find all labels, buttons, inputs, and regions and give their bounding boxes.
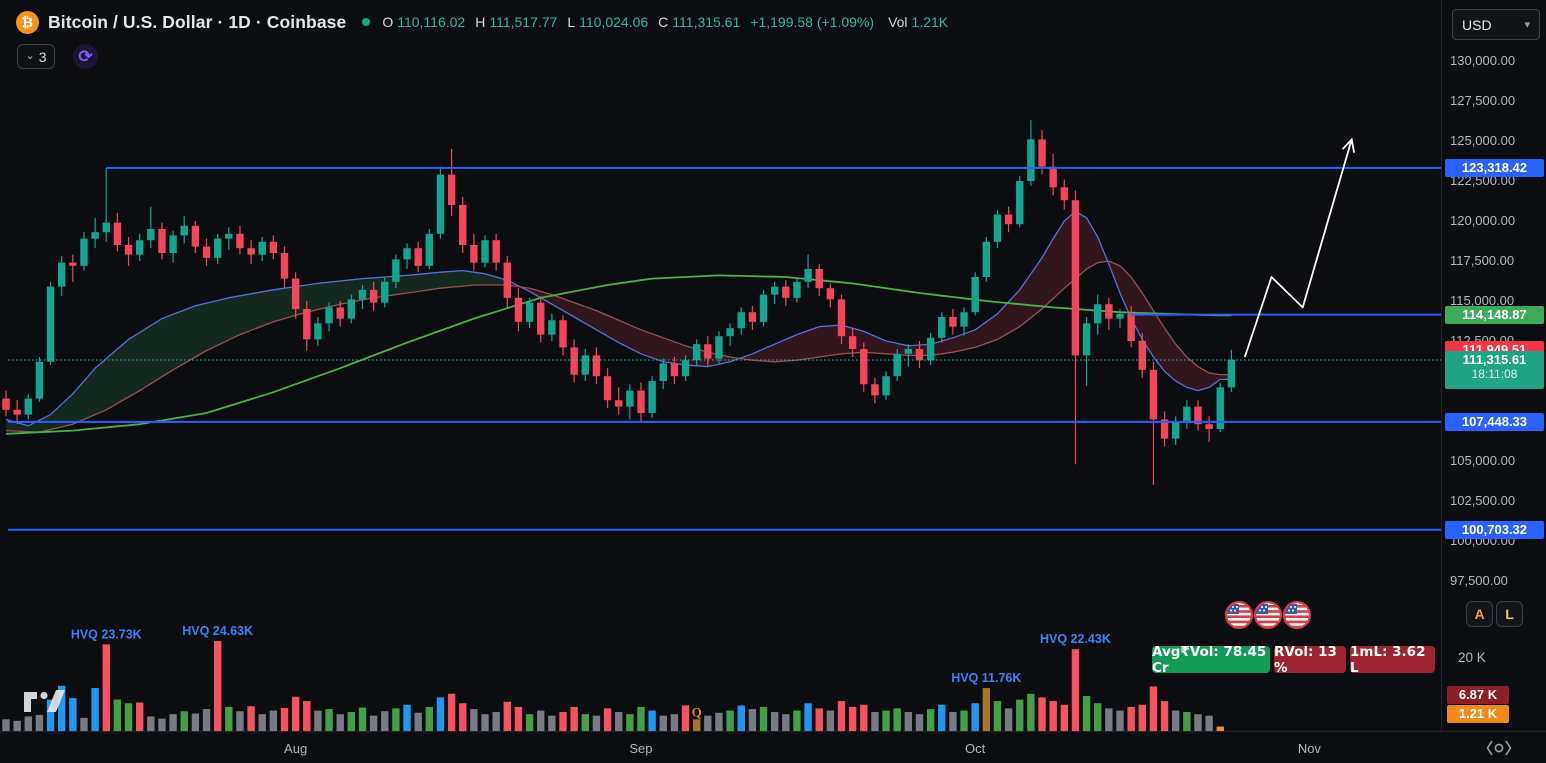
one-month-low-badge: 1mL: 3.62 L [1350,644,1435,676]
symbol-title[interactable]: Bitcoin / U.S. Dollar · 1D · Coinbase [48,11,347,32]
low-value: 110,024.06 [579,14,649,30]
time-tick-month: Oct [965,741,986,756]
currency-dropdown[interactable]: USD ▾ [1452,9,1540,40]
volume-value: 1.21K [911,14,949,30]
flag-icons-row [1224,600,1311,630]
us-flag-icon[interactable] [1224,600,1254,630]
volume-scale-max: 20 K [1458,650,1486,665]
hvq-label: HVQ 24.63K [182,624,253,638]
time-tick-month: Aug [284,741,308,756]
ribbon-cloud [5,210,1232,433]
sync-refresh-icon[interactable]: ⟳ [73,44,98,69]
change-value: +1,199.58 (+1.09%) [750,14,875,30]
price-line-label[interactable]: 123,318.42 [1445,158,1544,177]
relative-volume-badge: RVol: 13 % [1274,644,1346,676]
price-tick: 97,500.00 [1450,573,1508,588]
high-value: 111,517.77 [489,14,558,30]
low-label: L [567,14,576,30]
hvq-label: HVQ 22.43K [1040,632,1111,646]
q-marker: Q [692,704,702,719]
chevron-down-icon: ⌄ [25,49,35,62]
price-line-label[interactable]: 107,448.33 [1445,412,1544,431]
price-tick: 125,000.00 [1450,133,1516,148]
time-tick-month: Nov [1297,741,1321,756]
prev-volume-badge: 6.87 K [1447,686,1509,704]
bitcoin-icon: ₿ [16,10,39,34]
hvq-label: HVQ 11.76K [951,671,1021,685]
high-label: H [475,14,486,30]
price-tick: 117,500.00 [1450,253,1515,268]
time-tick-month: Sep [629,741,653,756]
live-status-dot [362,18,371,26]
last-price: 111,315.61 [1462,351,1527,367]
projection-arrow [1243,137,1355,358]
price-line-label[interactable]: 100,703.32 [1445,520,1544,539]
price-tick: 120,000.00 [1450,213,1516,228]
us-flag-icon[interactable] [1253,600,1283,630]
last-volume-badge: 1.21 K [1447,705,1509,723]
close-label: C [658,14,669,30]
hvq-label: HVQ 23.73K [71,627,142,641]
price-line-label[interactable]: 114,148.87 [1445,305,1544,324]
open-label: O [382,14,394,30]
bar-countdown: 18:11:08 [1471,366,1518,381]
log-scale-button[interactable]: L [1496,601,1523,627]
currency-value: USD [1462,16,1492,33]
close-value: 111,315.61 [672,14,741,30]
price-tick: 127,500.00 [1450,93,1516,108]
volume-label: Vol [888,14,908,30]
chevron-down-icon: ▾ [1524,19,1530,31]
price-tick: 105,000.00 [1450,453,1516,468]
candle-count-value: 3 [38,48,47,65]
auto-scale-button[interactable]: A [1466,601,1493,627]
volume-series: HVQ 23.73K HVQ 24.63K HVQ 11.76K HVQ 22.43K… [2,624,1224,731]
price-line-label[interactable]: 111,315.61 18:11:08 [1445,350,1544,389]
price-tick: 115,000.00 [1450,293,1515,308]
level-lines [8,166,1441,531]
candle-count-button[interactable]: ⌄ 3 [17,44,55,69]
us-flag-icon[interactable] [1282,600,1312,630]
timezone-icon[interactable] [1486,740,1512,761]
price-scale[interactable]: 130,000.00 127,500.00 125,000.00 122,500.00… [1441,0,1546,731]
avg-volume-badge: Avg₹Vol: 78.45 Cr [1152,644,1270,676]
open-value: 110,116.02 [397,14,466,30]
tradingview-logo [22,680,68,723]
price-tick: 130,000.00 [1450,53,1516,68]
price-tick: 102,500.00 [1450,493,1516,508]
chart-header: ₿ Bitcoin / U.S. Dollar · 1D · Coinbase … [16,8,954,36]
ohlc-readout: O 110,116.02 H 111,517.77 L 110,024.06 C… [382,14,954,30]
time-axis[interactable]: Aug Sep Oct Nov [0,731,1546,763]
ma-line-green [5,274,1232,435]
candlestick-series [2,120,1236,485]
